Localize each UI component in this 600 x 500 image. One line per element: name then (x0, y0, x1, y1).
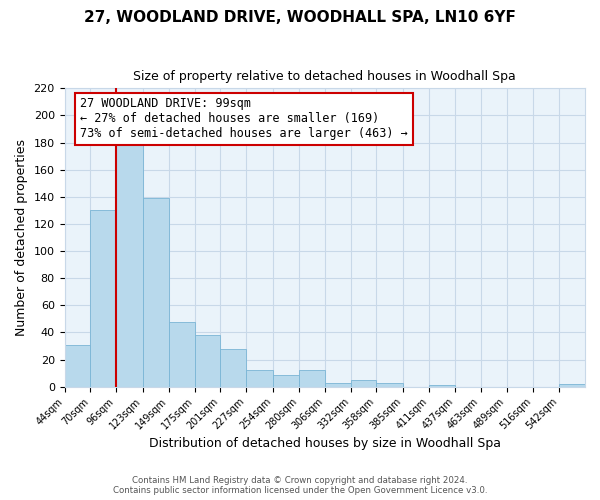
Bar (143, 198, 169, 386)
Bar (559, 384, 585, 386)
Title: Size of property relative to detached houses in Woodhall Spa: Size of property relative to detached ho… (133, 70, 516, 83)
Y-axis label: Number of detached properties: Number of detached properties (15, 139, 28, 336)
Bar (91, 210, 116, 386)
Bar (350, 380, 376, 386)
Text: 27, WOODLAND DRIVE, WOODHALL SPA, LN10 6YF: 27, WOODLAND DRIVE, WOODHALL SPA, LN10 6… (84, 10, 516, 25)
Bar (376, 382, 403, 386)
Bar (194, 335, 220, 386)
Bar (116, 146, 143, 386)
Text: Contains HM Land Registry data © Crown copyright and database right 2024.
Contai: Contains HM Land Registry data © Crown c… (113, 476, 487, 495)
Text: 27 WOODLAND DRIVE: 99sqm
← 27% of detached houses are smaller (169)
73% of semi-: 27 WOODLAND DRIVE: 99sqm ← 27% of detach… (80, 98, 408, 140)
Bar (299, 370, 325, 386)
Bar (246, 370, 273, 386)
Bar (65, 344, 91, 387)
Bar (325, 382, 350, 386)
X-axis label: Distribution of detached houses by size in Woodhall Spa: Distribution of detached houses by size … (149, 437, 501, 450)
Bar (220, 348, 246, 387)
Bar (169, 322, 194, 386)
Bar (273, 374, 299, 386)
